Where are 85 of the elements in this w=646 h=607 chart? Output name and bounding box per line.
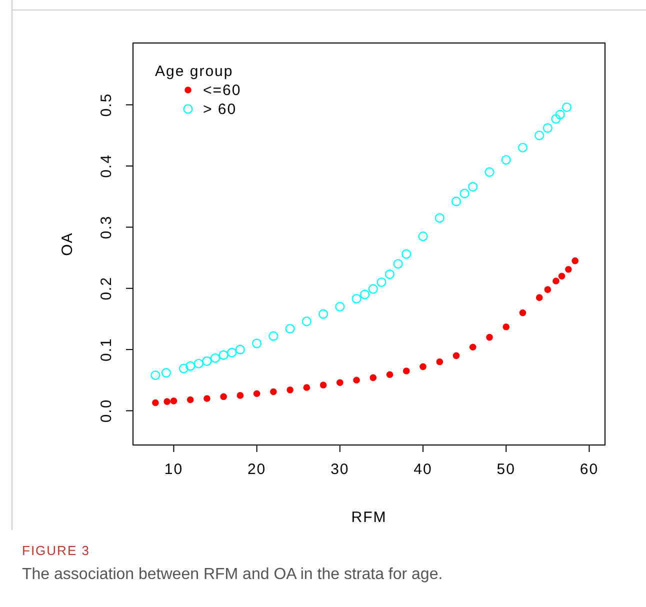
point: [152, 399, 159, 406]
point: [436, 358, 444, 366]
point: [384, 269, 395, 280]
x-tick-label: 20: [247, 461, 266, 478]
point: [204, 395, 210, 402]
point: [452, 352, 460, 360]
text: The association between RFM and OA in the strata for age.: [22, 566, 443, 583]
point: [286, 386, 294, 394]
point: [402, 249, 412, 259]
point: [402, 368, 410, 374]
point: [202, 356, 212, 366]
point: [303, 384, 310, 391]
point: [318, 309, 328, 319]
point: [386, 371, 394, 378]
point: [519, 309, 526, 316]
point: [161, 368, 172, 378]
point: [486, 334, 493, 341]
x-tick-label: 50: [496, 461, 516, 478]
point: [552, 278, 560, 284]
y-tick-label: 0.3: [98, 215, 115, 240]
y-tick-label: 0.1: [98, 338, 115, 362]
point: [451, 196, 462, 206]
y-tick-label: 0.2: [98, 276, 115, 300]
point: [218, 350, 228, 360]
point: [418, 232, 428, 242]
point: [534, 130, 544, 140]
point: [302, 316, 312, 326]
point: [253, 390, 260, 398]
point: [335, 302, 345, 312]
point: [544, 286, 552, 293]
point: [360, 290, 370, 300]
point: [170, 398, 178, 404]
point: [368, 284, 378, 294]
point: [252, 338, 262, 348]
point: [518, 142, 528, 152]
caption: FIGURE 3: [22, 543, 90, 558]
point: [285, 324, 295, 334]
y-tick-label: 0.0: [98, 398, 115, 423]
x-axis-title: RFM: [351, 509, 387, 526]
x-tick-label: 40: [414, 461, 432, 478]
point: [460, 188, 470, 198]
point: [178, 364, 188, 374]
y-tick-label: 0.4: [98, 154, 115, 178]
point: [320, 382, 327, 388]
point: [469, 344, 476, 350]
point: [164, 398, 170, 405]
x-tick-label: 30: [330, 461, 350, 478]
point: [353, 376, 360, 384]
point: [542, 123, 552, 133]
point: [558, 272, 566, 280]
point: [268, 331, 278, 341]
point: [434, 213, 444, 223]
point: [376, 277, 386, 288]
point: [502, 324, 510, 330]
point: [551, 114, 561, 124]
point: [370, 374, 377, 382]
point: [555, 110, 565, 120]
point: [536, 294, 543, 301]
point: [336, 379, 344, 386]
point: [468, 182, 478, 192]
point: [220, 393, 227, 400]
point: [270, 388, 277, 396]
legend-label: <=60: [203, 82, 242, 99]
point: [186, 361, 196, 371]
point: [227, 348, 237, 358]
y-axis-title: OA: [59, 232, 76, 256]
legend-label: > 60: [203, 101, 237, 118]
point: [565, 266, 572, 273]
point: [194, 358, 204, 368]
point: [210, 353, 220, 363]
x-tick-label: 60: [580, 461, 599, 478]
point: [562, 102, 572, 112]
point: [352, 294, 362, 304]
point: [235, 344, 245, 354]
point: [150, 370, 160, 380]
point: [501, 155, 511, 165]
legend-title: Age group: [155, 63, 234, 80]
point: [420, 363, 426, 370]
x-tick-label: 10: [164, 461, 184, 478]
y-tick-label: 0.5: [98, 92, 115, 117]
point: [236, 392, 244, 399]
point: [186, 396, 194, 404]
point: [572, 257, 578, 264]
point: [393, 259, 403, 269]
point: [484, 167, 494, 177]
